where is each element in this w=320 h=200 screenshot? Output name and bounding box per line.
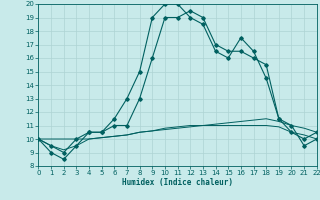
X-axis label: Humidex (Indice chaleur): Humidex (Indice chaleur) [122, 178, 233, 187]
